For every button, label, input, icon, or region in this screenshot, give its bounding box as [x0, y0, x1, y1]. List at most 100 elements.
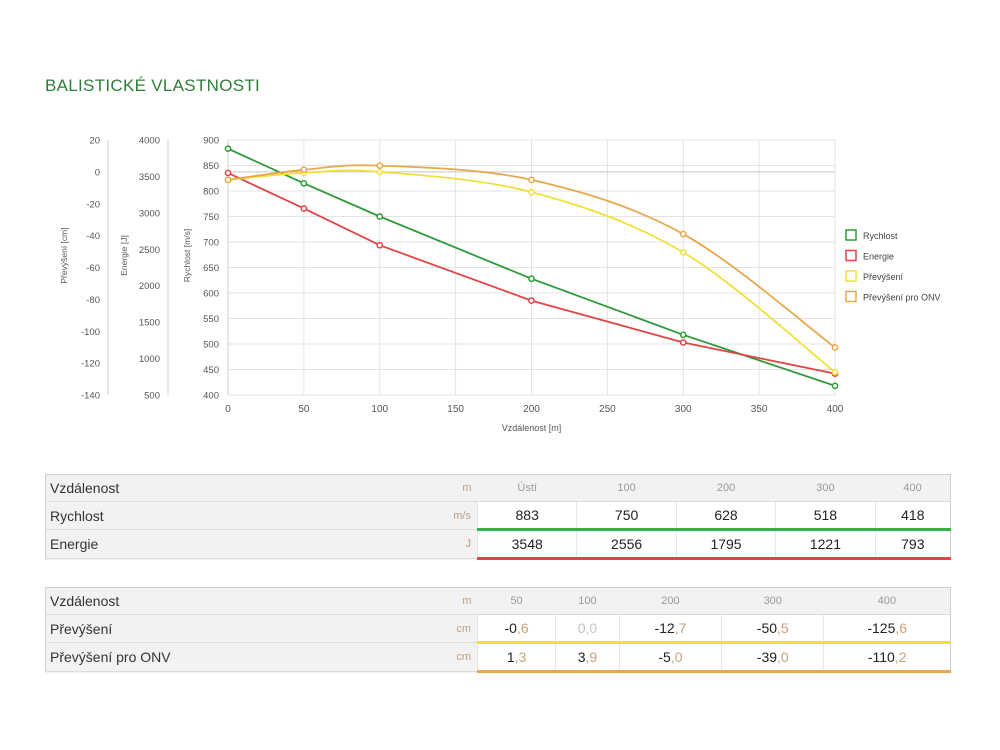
value-cell: 883: [476, 501, 577, 531]
value-cell: 518: [775, 501, 876, 531]
legend-swatch: [845, 290, 857, 303]
data-point: [224, 176, 232, 184]
y-tick-label: 450: [203, 365, 219, 376]
data-point: [679, 339, 687, 346]
y-tick-label: -40: [86, 231, 100, 242]
series-line: [227, 147, 836, 387]
value-cell: 418: [874, 501, 951, 531]
legend-swatch: [845, 249, 857, 262]
value-cell: 3,9: [555, 642, 620, 673]
table-row-velocity: Rychlost m/s 883 750 628 518 418: [45, 501, 951, 531]
table-row-drop: Převýšení cm -0,6 0,0 -12,7 -50,5 -125,6: [45, 614, 951, 644]
data-point: [300, 166, 308, 174]
y-tick-label: 500: [144, 391, 160, 402]
data-point: [376, 241, 384, 249]
value-dec: ,6: [895, 620, 908, 636]
header-col: Ústí: [477, 474, 577, 502]
legend-label: Rychlost: [863, 231, 898, 241]
y-tick-label: -20: [86, 199, 100, 210]
value-cell: 0,0: [555, 614, 620, 644]
legend-swatch: [845, 229, 857, 241]
y-tick-label: -120: [81, 359, 100, 370]
y-tick-label: 700: [203, 238, 219, 249]
row-unit: J: [405, 529, 478, 559]
value-int: -39: [756, 649, 778, 665]
y-tick-label: 400: [203, 391, 219, 402]
data-point: [831, 344, 839, 351]
value-int: -110: [867, 649, 895, 665]
data-point: [831, 382, 839, 390]
data-point: [679, 331, 687, 339]
x-tick-label: 400: [827, 404, 844, 415]
value-dec: ,5: [777, 620, 789, 636]
data-point: [224, 169, 232, 177]
header-col: 300: [775, 474, 876, 502]
data-point: [224, 145, 232, 153]
y-tick-label: -100: [81, 327, 100, 338]
y-tick-label: 600: [203, 289, 219, 300]
x-tick-label: 350: [751, 404, 768, 415]
header-col: 400: [823, 587, 951, 615]
y-tick-label: 800: [203, 187, 219, 198]
legend-label: Převýšení: [863, 272, 904, 282]
section-title: BALISTICKÉ VLASTNOSTI: [45, 76, 261, 95]
value-dec: ,0: [670, 649, 683, 665]
legend-label: Energie: [863, 252, 894, 262]
row-label: Převýšení: [45, 614, 405, 643]
y-tick-label: 2000: [139, 281, 160, 292]
value-int: 1: [506, 649, 515, 665]
y-tick-label: 1500: [139, 318, 160, 329]
data-point: [528, 188, 535, 196]
x-tick-label: 50: [298, 404, 310, 415]
value-int: -5: [658, 649, 671, 665]
y-tick-label: 850: [203, 161, 219, 172]
value-dec: ,6: [516, 620, 529, 636]
trajectory-table: Vzdálenost m 50 100 200 300 400 Převýšen…: [45, 587, 951, 673]
y-axis-title: Rychlost [m/s]: [182, 229, 192, 282]
y-tick-label: 900: [203, 136, 219, 147]
row-label: Převýšení pro ONV: [45, 642, 405, 672]
row-unit: m/s: [405, 501, 478, 530]
y-tick-label: -60: [86, 263, 100, 274]
x-tick-label: 0: [225, 404, 231, 415]
y-tick-label: 3500: [139, 172, 160, 183]
value-dec: ,7: [674, 620, 687, 636]
y-tick-label: 3000: [139, 208, 160, 219]
value-cell: 1795: [675, 529, 776, 560]
row-label: Rychlost: [45, 501, 405, 530]
value-cell: 628: [675, 501, 776, 531]
data-point: [528, 275, 535, 283]
y-tick-label: 4000: [139, 136, 160, 147]
x-tick-label: 150: [447, 404, 464, 415]
value-int: 3: [577, 649, 586, 665]
header-col: 200: [619, 587, 722, 615]
table-row-drop-onv: Převýšení pro ONV cm 1,3 3,9 -5,0 -39,0 …: [45, 642, 951, 673]
header-label: Vzdálenost: [45, 587, 405, 615]
row-unit: cm: [405, 642, 478, 672]
header-col: 400: [875, 474, 951, 502]
value-cell: -39,0: [721, 642, 824, 673]
row-label: Energie: [45, 529, 405, 559]
value-cell: -12,7: [618, 614, 722, 644]
table-header-row: Vzdálenost m 50 100 200 300 400: [45, 587, 951, 615]
value-cell: 3548: [476, 529, 577, 560]
header-label: Vzdálenost: [45, 474, 405, 502]
value-cell: -125,6: [823, 614, 951, 644]
data-point: [376, 168, 384, 176]
y-tick-label: -140: [81, 391, 100, 402]
value-cell: 750: [576, 501, 677, 531]
value-dec: ,3: [514, 649, 527, 665]
value-cell: 1,3: [476, 642, 556, 673]
y-tick-label: 2500: [139, 245, 160, 256]
header-unit: m: [405, 587, 478, 615]
y-tick-label: 550: [203, 314, 219, 325]
header-col: 100: [555, 587, 620, 615]
value-int: -125: [867, 620, 896, 636]
value-dec: ,9: [585, 649, 598, 665]
y-tick-label: 650: [203, 263, 219, 274]
table-header-row: Vzdálenost m Ústí 100 200 300 400: [45, 474, 951, 502]
series-line: [227, 172, 836, 375]
value-cell: -50,5: [721, 614, 824, 644]
header-col: 50: [477, 587, 556, 615]
